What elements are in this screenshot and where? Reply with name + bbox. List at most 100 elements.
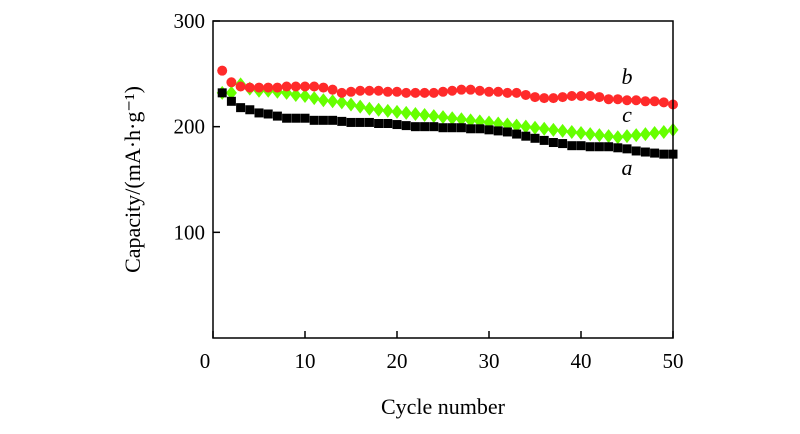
series-a-point: [567, 141, 577, 151]
x-tick-label: 10: [295, 349, 316, 373]
series-b-point: [658, 97, 669, 108]
series-c-point: [409, 106, 421, 121]
series-b-point: [327, 84, 338, 95]
series-c-point: [336, 95, 348, 110]
series-a-point: [539, 135, 549, 145]
series-b-point: [272, 82, 283, 93]
series-a-point: [217, 88, 227, 98]
series-a-point: [383, 118, 393, 128]
y-tick-label: 100: [174, 220, 206, 244]
series-b-point: [281, 81, 292, 92]
series-b-point: [401, 87, 412, 98]
series-a-point: [374, 118, 384, 128]
series-c-point: [345, 97, 357, 112]
series-a-point: [309, 115, 319, 125]
series-c-point: [492, 116, 504, 131]
series-a-point: [631, 146, 641, 156]
series-c-point: [308, 91, 320, 106]
series-a-point: [447, 123, 457, 133]
series-b-point: [585, 91, 596, 102]
series-a-point: [502, 127, 512, 137]
series-b-point: [428, 87, 439, 98]
series-label-c: c: [622, 102, 632, 127]
series-a-point: [429, 122, 439, 132]
series-a-point: [512, 129, 522, 139]
y-tick-label: 300: [174, 9, 206, 33]
series-labels: a bc: [622, 64, 633, 180]
series-c-point: [327, 94, 339, 109]
series-a-point: [604, 142, 614, 152]
series-c-point: [538, 121, 550, 136]
series-c-point: [621, 129, 633, 144]
series-c-point: [649, 126, 661, 141]
series-a-point: [318, 115, 328, 125]
series-c-point: [363, 101, 375, 116]
series-c-point: [400, 105, 412, 120]
x-tick-label: 0: [200, 349, 211, 373]
series-b-point: [456, 84, 467, 95]
series-b-point: [603, 94, 614, 105]
series-label-b: b: [622, 64, 633, 89]
series-a-point: [594, 142, 604, 152]
series-label-a: a: [622, 155, 633, 180]
series-a-point: [548, 138, 558, 148]
y-axis-title: Capacity/(mA·h·g⁻¹): [120, 86, 145, 273]
series-a-point: [263, 109, 273, 119]
series-c-point: [612, 130, 624, 145]
series-a-point: [613, 143, 623, 153]
series-a-point: [659, 149, 669, 159]
series-b-point: [649, 96, 660, 107]
x-tick-label: 20: [387, 349, 408, 373]
series-c-point: [630, 128, 642, 143]
series-a-point: [272, 111, 282, 121]
series-b-point: [484, 86, 494, 97]
series-b-point: [318, 82, 329, 93]
series-a-point: [475, 124, 485, 134]
series-b-point: [438, 86, 448, 97]
series-a-point: [392, 120, 402, 130]
series-b-point: [373, 85, 384, 96]
series-c-point: [290, 87, 302, 102]
data-marks: [216, 65, 679, 159]
axis-ticks: 0 10 20 30 40 50 100 200 300: [174, 9, 684, 373]
series-c-point: [391, 104, 403, 119]
series-b-point: [290, 81, 301, 92]
series-b-point: [520, 89, 531, 100]
series-c-point: [354, 99, 366, 114]
series-a-point: [650, 148, 660, 158]
series-b-point: [447, 85, 458, 96]
series-b-point: [557, 92, 568, 103]
series-a-point: [521, 131, 531, 141]
series-a-point: [530, 133, 540, 143]
series-a-point: [456, 123, 466, 133]
series-a-point: [484, 125, 494, 135]
series-b-point: [410, 87, 421, 98]
series-b-point: [566, 91, 577, 102]
series-c-point: [373, 102, 385, 117]
series-b-point: [465, 84, 476, 95]
series-c-point: [520, 119, 532, 134]
series-c-point: [511, 118, 523, 133]
series-b-point: [419, 87, 430, 98]
series-c-point: [584, 127, 596, 142]
series-b-point: [226, 77, 237, 88]
series-a-point: [236, 103, 246, 113]
series-b-point: [382, 86, 393, 97]
series-b-point: [622, 95, 632, 106]
series-c-point: [446, 111, 458, 126]
series-a-point: [585, 142, 595, 152]
series-b-point: [346, 86, 356, 97]
x-tick-label: 30: [479, 349, 500, 373]
series-a-point: [401, 121, 411, 131]
series-a-point: [410, 122, 420, 132]
series-c-point: [419, 108, 431, 123]
series-b-point: [539, 93, 550, 104]
series-a-point: [493, 126, 503, 136]
series-c-point: [428, 109, 440, 124]
series-a-point: [438, 123, 448, 133]
series-c-point: [299, 89, 311, 104]
series-b-point: [640, 96, 651, 107]
series-b-point: [263, 82, 274, 93]
series-b-point: [511, 87, 522, 98]
series-b-point: [244, 82, 255, 93]
